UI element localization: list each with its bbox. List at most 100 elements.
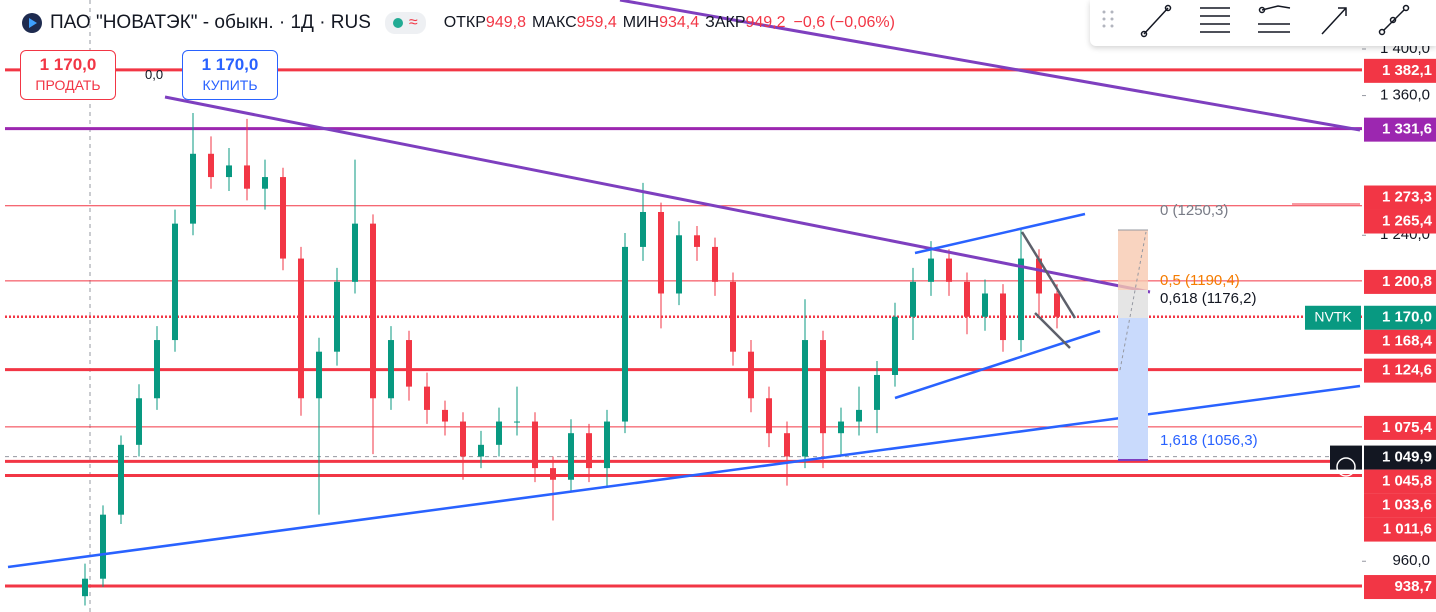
price-tag (1364, 329, 1436, 354)
candle-body (460, 421, 466, 457)
candle-body (478, 444, 484, 457)
price-tag (1364, 469, 1436, 494)
fib-tool[interactable] (1200, 7, 1230, 33)
candle-body (514, 421, 520, 423)
candle-body (550, 468, 556, 480)
candle-body (1000, 293, 1006, 341)
ohlc-key: ОТКР (443, 14, 486, 31)
candle-body (172, 223, 178, 341)
candle-body (280, 177, 286, 259)
candle-body (568, 433, 574, 480)
price-tag (1364, 305, 1436, 330)
fib-label: 0 (1250,3) (1160, 202, 1229, 219)
candle-body (676, 235, 682, 294)
price-tag-label: 1 168,4 (1382, 333, 1433, 350)
candle-body (838, 421, 844, 434)
price-tag-label: 1 382,1 (1382, 62, 1432, 79)
candle-body (802, 340, 808, 457)
price-tag-label: 1 011,6 (1383, 521, 1432, 538)
flag-line (1020, 231, 1077, 319)
candle-body (352, 223, 358, 282)
candle-body (82, 578, 88, 597)
buy-price: 1 170,0 (201, 55, 259, 74)
pattern-tool[interactable] (1258, 5, 1291, 33)
axis-tick-label: 960,0 (1392, 552, 1430, 569)
price-tag (1364, 493, 1436, 518)
symbol-tag-label: NVTK (1314, 308, 1352, 324)
candle-body (874, 374, 880, 410)
buy-button[interactable]: 1 170,0 КУПИТЬ (182, 50, 278, 100)
fib-zone (1118, 290, 1148, 318)
toolbar-icons (1102, 4, 1410, 38)
candle-body (946, 258, 952, 282)
ohlc-value: 949,2 (745, 14, 786, 31)
logo (22, 13, 42, 33)
price-tag (1364, 517, 1436, 542)
ohlc-value: 959,4 (576, 14, 617, 31)
price-tag-label: 1 200,8 (1382, 273, 1432, 290)
status-badge: ≈ (384, 12, 426, 34)
candles (82, 113, 1060, 606)
candle-body (784, 433, 790, 457)
candle-body (496, 421, 502, 445)
candle-body (856, 409, 862, 422)
ohlc: ОТКР 949,8 МАКС 959,4 МИН 934,4 ЗАКР 949,2 −… (438, 14, 895, 32)
drawing-toolbar (1090, 0, 1436, 46)
candle-body (730, 281, 736, 352)
candle-body (622, 246, 628, 422)
price-tag-label: 1 033,6 (1382, 497, 1432, 514)
price-tag-label: 1 273,3 (1382, 188, 1432, 205)
candle-body (190, 153, 196, 224)
flag-line (1034, 312, 1071, 349)
fib-zone (1118, 230, 1148, 290)
candle-body (154, 340, 160, 399)
candle-body (370, 223, 376, 399)
candle-body (910, 281, 916, 317)
price-tag-label: 1 170,0 (1382, 309, 1432, 326)
price-tag (1364, 58, 1436, 83)
price-tag (1364, 415, 1436, 440)
candle-body (334, 281, 340, 352)
candle-body (1018, 258, 1024, 341)
ohlc-value: 949,8 (485, 14, 526, 31)
buy-label: КУПИТЬ (202, 77, 258, 93)
price-tag-label: 1 124,6 (1382, 362, 1432, 379)
candle-body (532, 421, 538, 469)
candle-body (226, 165, 232, 178)
candle-body (136, 398, 142, 445)
status-dot (392, 18, 403, 28)
price-tag-label: 1 075,4 (1382, 419, 1433, 436)
price-tag (1364, 117, 1436, 142)
candle-body (658, 211, 664, 294)
fib-label: 0,618 (1176,2) (1160, 290, 1257, 307)
price-tag (1364, 209, 1436, 234)
sell-label: ПРОДАТЬ (35, 77, 101, 93)
price-tag-label: 1 045,8 (1382, 473, 1432, 490)
candle-body (406, 340, 412, 387)
ohlc-key: МАКС (531, 14, 577, 31)
path-tool[interactable] (1378, 4, 1410, 36)
candle-body (208, 153, 214, 178)
candle-body (694, 235, 700, 247)
sell-button[interactable]: 1 170,0 ПРОДАТЬ (20, 50, 116, 100)
trend-tool[interactable] (1140, 4, 1172, 38)
candle-body (1036, 258, 1042, 294)
price-tag-label: 1 049,9 (1382, 449, 1432, 466)
candle-body (766, 398, 772, 434)
ohlc-key: МИН (622, 14, 660, 31)
candle-body (100, 514, 106, 579)
symbol-title[interactable]: ПАО "НОВАТЭК" - обыкн. · 1Д · RUS (50, 12, 371, 33)
symbol-tag (1305, 305, 1361, 330)
price-tag-label: 1 265,4 (1382, 212, 1433, 229)
change: −0,6 (−0,06%) (793, 14, 895, 31)
candle-body (262, 177, 268, 189)
price-tag-label: 938,7 (1394, 578, 1432, 595)
price-tag (1364, 575, 1436, 600)
arrow-tool[interactable] (1321, 7, 1347, 35)
candle-body (1054, 293, 1060, 317)
symbol-header: ПАО "НОВАТЭК" - обыкн. · 1Д · RUS ≈ ОТКР… (0, 0, 895, 46)
candle-body (964, 281, 970, 317)
candle-body (424, 386, 430, 410)
price-tag (1364, 358, 1436, 383)
